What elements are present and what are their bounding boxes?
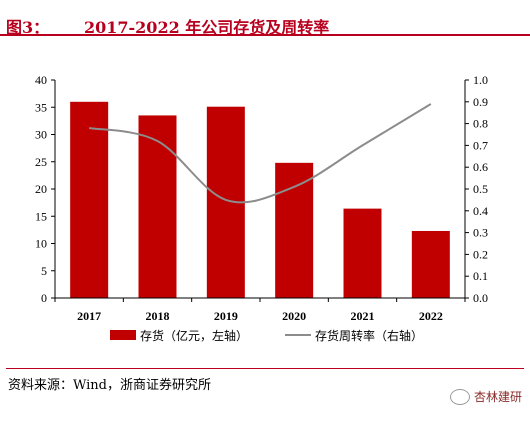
left-tick-label: 10 <box>35 237 47 251</box>
figure-label: 图3： <box>6 18 50 37</box>
bar-2018 <box>138 115 177 298</box>
x-tick-label: 2022 <box>419 309 443 323</box>
watermark: 杏林建研 <box>449 388 522 405</box>
bar-2022 <box>411 230 450 298</box>
x-tick-label: 2021 <box>351 309 375 323</box>
bar-2020 <box>275 162 314 298</box>
legend-line-label: 存货周转率（右轴） <box>315 328 423 343</box>
right-tick-label: 0.7 <box>473 138 488 152</box>
left-tick-label: 25 <box>35 155 47 169</box>
bar-2017 <box>70 101 109 298</box>
line-series <box>88 103 432 204</box>
right-tick-label: 0.9 <box>473 95 488 109</box>
figure-title: 2017-2022 年公司存货及周转率 <box>84 18 330 37</box>
x-tick-label: 2019 <box>214 309 238 323</box>
right-tick-label: 0.6 <box>473 160 488 174</box>
right-tick-label: 0.8 <box>473 117 488 131</box>
legend: 存货（亿元，左轴） 存货周转率（右轴） <box>110 328 423 343</box>
left-axis: 0 5 10 15 20 25 30 35 40 <box>35 73 56 305</box>
source-note: 资料来源：Wind，浙商证券研究所 <box>8 378 211 393</box>
left-tick-label: 35 <box>35 100 47 114</box>
right-tick-label: 1.0 <box>473 73 488 87</box>
x-tick-label: 2017 <box>77 309 101 323</box>
legend-bar-swatch <box>110 330 136 340</box>
turnover-line <box>88 103 432 204</box>
watermark-text: 杏林建研 <box>473 390 522 404</box>
source-divider <box>6 368 524 369</box>
legend-bar-label: 存货（亿元，左轴） <box>140 328 248 343</box>
right-tick-label: 0.2 <box>473 247 488 261</box>
right-axis: 0.0 0.1 0.2 0.3 0.4 0.5 0.6 0.7 0.8 0.9 1.0 <box>464 73 488 305</box>
right-tick-label: 0.1 <box>473 269 488 283</box>
figure-title-bar: 图3： 2017-2022 年公司存货及周转率 <box>0 8 530 37</box>
left-tick-label: 40 <box>35 73 47 87</box>
x-tick-label: 2020 <box>282 309 306 323</box>
bar-2021 <box>343 208 382 298</box>
left-tick-label: 30 <box>35 128 47 142</box>
wechat-icon <box>449 388 470 405</box>
x-axis: 2017 2018 2019 2020 2021 2022 <box>54 297 466 323</box>
left-tick-label: 0 <box>41 291 47 305</box>
left-tick-label: 20 <box>35 182 47 196</box>
x-tick-label: 2018 <box>146 309 170 323</box>
right-tick-label: 0.0 <box>473 291 488 305</box>
right-tick-label: 0.4 <box>473 204 488 218</box>
right-tick-label: 0.3 <box>473 226 488 240</box>
left-tick-label: 5 <box>41 264 47 278</box>
left-tick-label: 15 <box>35 209 47 223</box>
right-tick-label: 0.5 <box>473 182 488 196</box>
